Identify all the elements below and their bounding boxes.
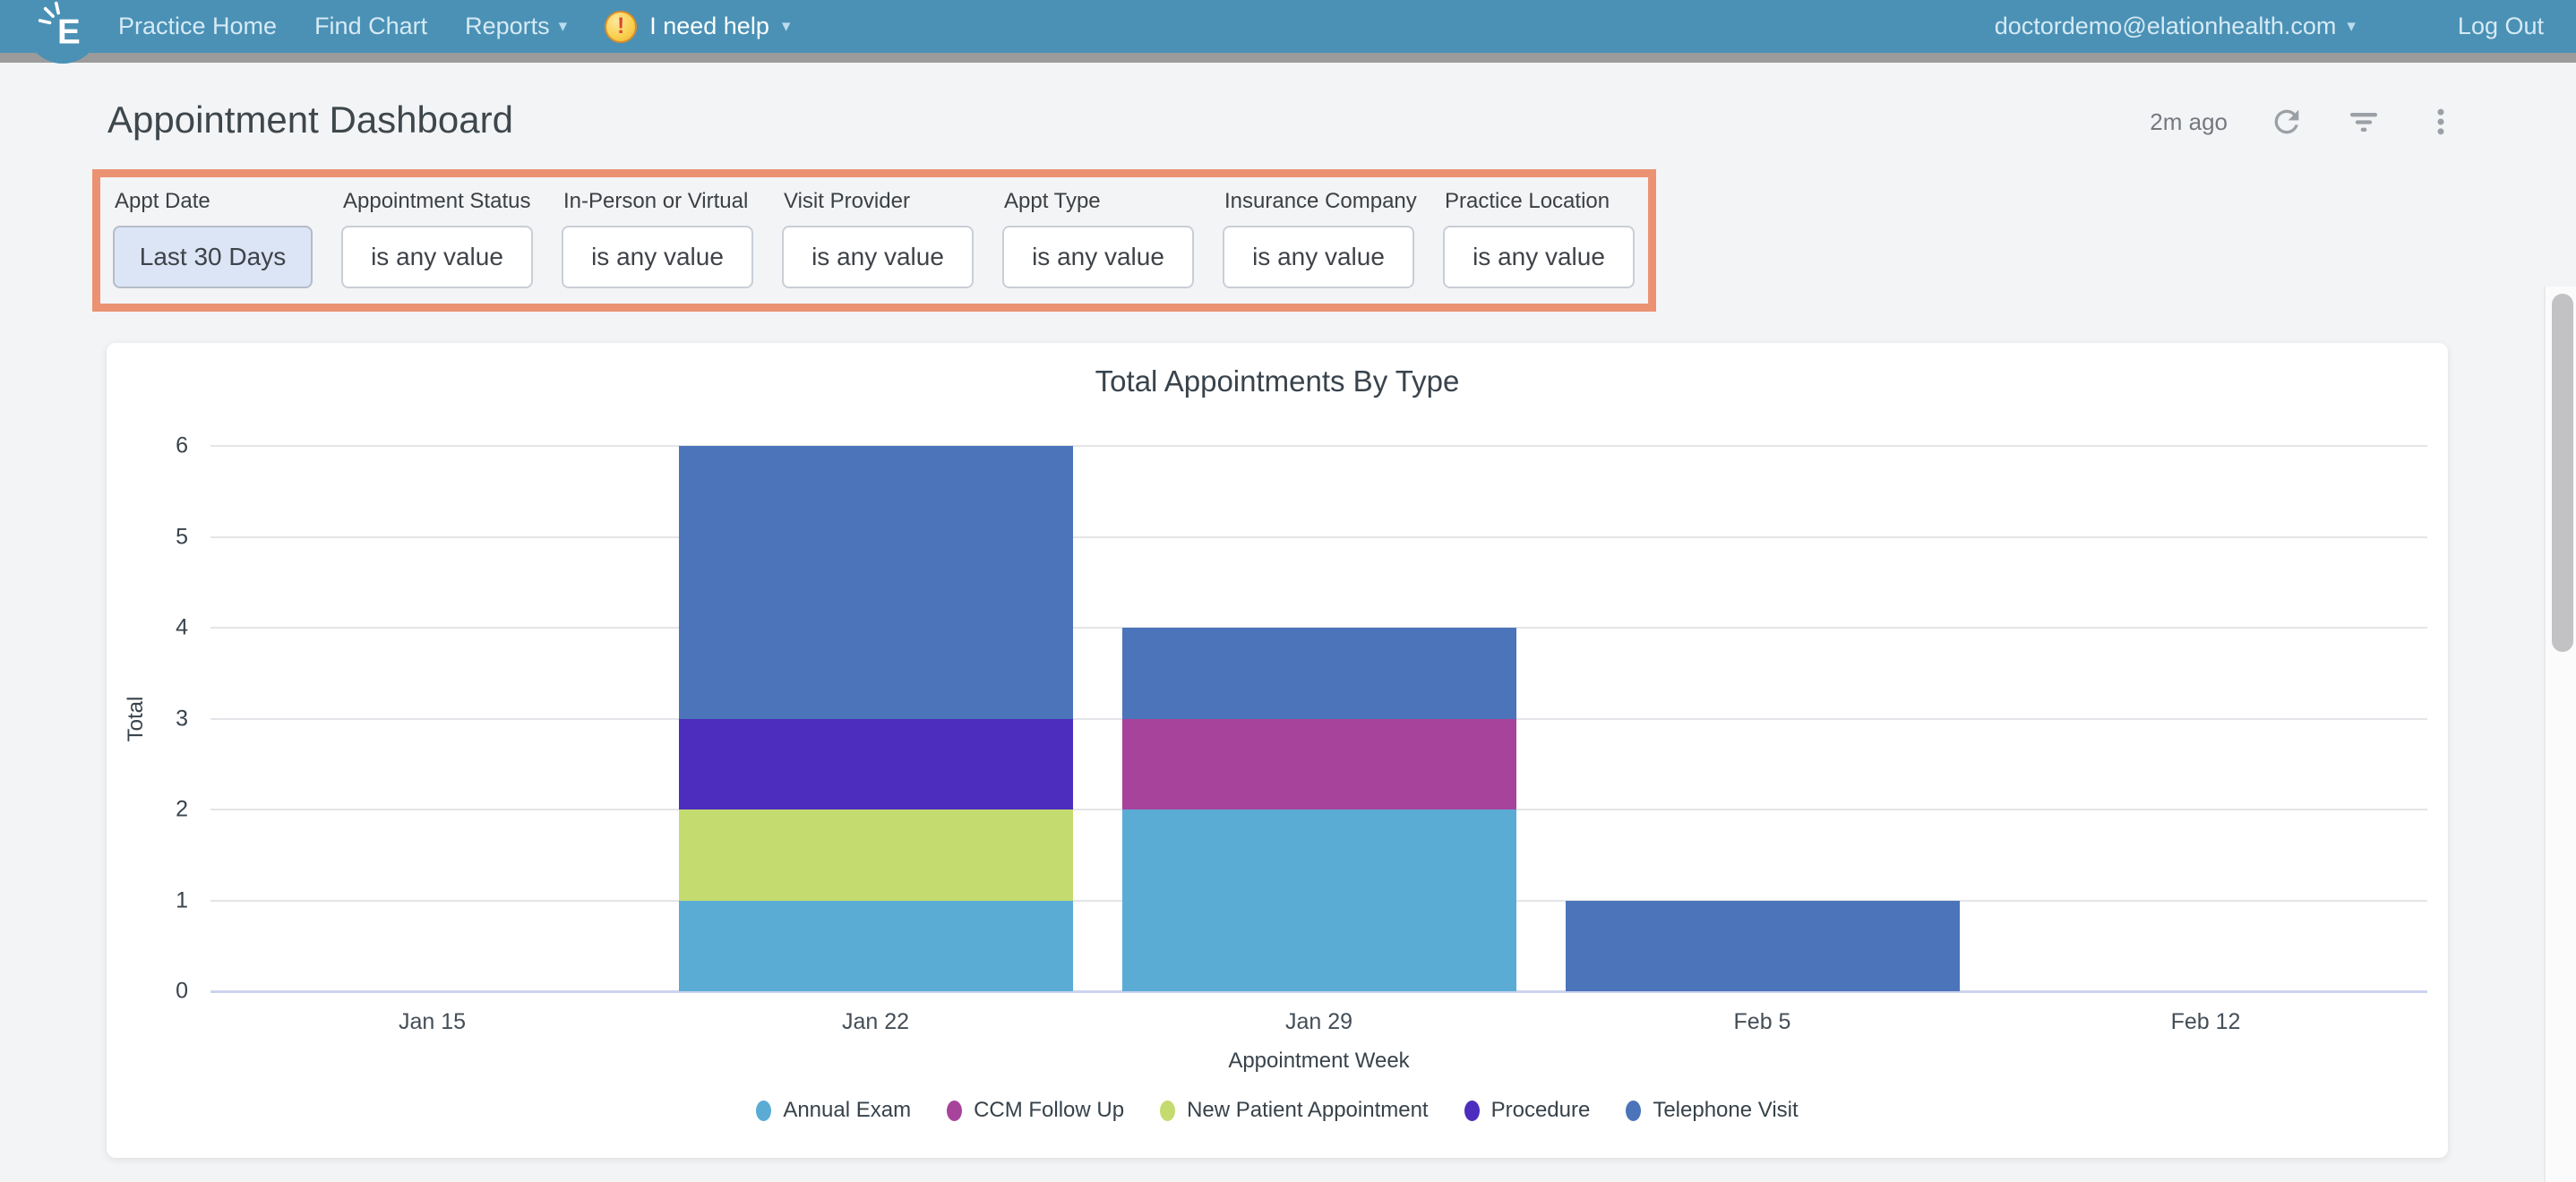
warning-icon: ! [605, 10, 638, 43]
bar-jan-29-telephone-visit[interactable] [1121, 628, 1516, 719]
caret-down-icon: ▾ [781, 17, 791, 36]
legend-label: Procedure [1490, 1098, 1591, 1122]
nav-logout-link[interactable]: Log Out [2457, 13, 2544, 39]
nav-shadow-strip [0, 53, 2576, 63]
legend-item-procedure[interactable]: Procedure [1464, 1098, 1591, 1123]
top-nav: Practice Home Find Chart Reports ▾ ! I need… [0, 0, 2576, 53]
svg-text:E: E [57, 13, 81, 51]
elation-logo-icon: E [38, 1, 81, 51]
page-scrollbar-track[interactable] [2544, 287, 2576, 1182]
nav-item-help[interactable]: ! I need help ▾ [605, 10, 791, 43]
filter-in-person-or-virtual: In-Person or Virtual is any value [562, 189, 753, 288]
legend-item-annual-exam[interactable]: Annual Exam [756, 1098, 911, 1123]
x-tick-feb-5: Feb 5 [1733, 1009, 1791, 1034]
nav-item-label: Practice Home [118, 13, 278, 39]
y-tick-label: 2 [176, 796, 188, 822]
legend-item-telephone-visit[interactable]: Telephone Visit [1626, 1098, 1799, 1123]
nav-item-practice-home[interactable]: Practice Home [118, 13, 277, 40]
y-tick-label: 3 [176, 706, 188, 731]
last-updated-timestamp: 2m ago [2150, 107, 2228, 135]
bar-jan-22-annual-exam[interactable] [678, 900, 1073, 991]
filter-label: Appt Date [115, 189, 210, 213]
filter-visit-provider-value[interactable]: is any value [782, 226, 974, 288]
gridline-y5 [210, 535, 2427, 538]
bar-feb-5-telephone-visit[interactable] [1565, 900, 1960, 991]
dashboard-filters-panel: Appt Date Last 30 Days Appointment Status i… [92, 169, 1656, 312]
filter-appointment-status-value[interactable]: is any value [341, 226, 533, 288]
bar-jan-29-annual-exam[interactable] [1121, 809, 1516, 991]
y-tick-label: 5 [176, 524, 188, 549]
filter-label: Appt Type [1004, 189, 1101, 213]
filter-visit-provider: Visit Provider is any value [782, 189, 974, 288]
filter-label: Visit Provider [784, 189, 910, 213]
filter-appt-type: Appt Type is any value [1002, 189, 1194, 288]
x-tick-jan-15: Jan 15 [398, 1009, 467, 1034]
nav-item-find-chart[interactable]: Find Chart [314, 13, 427, 40]
nav-account-menu[interactable]: doctordemo@elationhealth.com ▾ [1995, 13, 2356, 40]
legend-marker-new-patient-appointment [1160, 1100, 1176, 1121]
filter-appt-date: Appt Date Last 30 Days [113, 189, 313, 288]
nav-item-label: Reports [465, 13, 550, 39]
filter-appt-date-value[interactable]: Last 30 Days [113, 226, 313, 288]
filter-practice-location: Practice Location is any value [1443, 189, 1635, 288]
bar-jan-22-procedure[interactable] [678, 718, 1073, 809]
kebab-menu-icon[interactable] [2423, 104, 2459, 140]
bar-jan-22-telephone-visit[interactable] [678, 446, 1073, 719]
filter-practice-location-value[interactable]: is any value [1443, 226, 1635, 288]
filter-label: Insurance Company [1224, 189, 1417, 213]
y-tick-label: 4 [176, 614, 188, 640]
bar-jan-22-new-patient-appointment[interactable] [678, 809, 1073, 901]
page-scrollbar-thumb[interactable] [2552, 294, 2573, 652]
legend-label: Telephone Visit [1653, 1098, 1799, 1122]
legend-item-ccm-follow-up[interactable]: CCM Follow Up [947, 1098, 1124, 1123]
legend-label: Annual Exam [783, 1098, 912, 1122]
nav-item-reports[interactable]: Reports ▾ [465, 13, 567, 40]
filter-insurance-company-value[interactable]: is any value [1223, 226, 1414, 288]
x-axis-title: Appointment Week [1228, 1049, 1410, 1073]
bar-jan-29-ccm-follow-up[interactable] [1121, 718, 1516, 809]
page-title: Appointment Dashboard [107, 98, 513, 141]
gridline-y6 [210, 445, 2427, 447]
filter-label: Practice Location [1445, 189, 1610, 213]
gridline-y0 [210, 990, 2427, 993]
x-tick-jan-29: Jan 29 [1284, 1009, 1353, 1034]
legend-label: CCM Follow Up [974, 1098, 1125, 1122]
chart-title: Total Appointments By Type [1095, 364, 1460, 398]
legend-item-new-patient-appointment[interactable]: New Patient Appointment [1160, 1098, 1429, 1123]
filter-label: In-Person or Virtual [563, 189, 749, 213]
legend-marker-telephone-visit [1626, 1100, 1642, 1121]
chart-legend: Annual Exam CCM Follow Up New Patient Appo… [107, 1098, 2448, 1123]
y-tick-label: 0 [176, 978, 188, 1004]
filter-icon[interactable] [2346, 104, 2382, 140]
nav-help-label: I need help [649, 13, 769, 39]
legend-marker-procedure [1464, 1100, 1480, 1121]
legend-marker-annual-exam [756, 1100, 772, 1121]
x-tick-feb-12: Feb 12 [2170, 1009, 2241, 1034]
caret-down-icon: ▾ [2347, 17, 2356, 36]
filter-insurance-company: Insurance Company is any value [1223, 189, 1417, 288]
filter-appointment-status: Appointment Status is any value [341, 189, 533, 288]
x-tick-jan-22: Jan 22 [841, 1009, 910, 1034]
filter-label: Appointment Status [343, 189, 531, 213]
elation-logo[interactable]: E [25, 0, 100, 64]
caret-down-icon: ▾ [558, 17, 568, 36]
nav-item-label: Find Chart [314, 13, 428, 39]
legend-marker-ccm-follow-up [947, 1100, 963, 1121]
legend-label: New Patient Appointment [1187, 1098, 1429, 1122]
y-tick-label: 6 [176, 433, 188, 458]
account-email: doctordemo@elationhealth.com [1994, 13, 2337, 39]
y-tick-label: 1 [176, 887, 188, 912]
refresh-icon[interactable] [2269, 104, 2305, 140]
chart-card: Total Appointments By Type Total Appoint… [107, 343, 2448, 1158]
filter-appt-type-value[interactable]: is any value [1002, 226, 1194, 288]
filter-in-person-or-virtual-value[interactable]: is any value [562, 226, 753, 288]
